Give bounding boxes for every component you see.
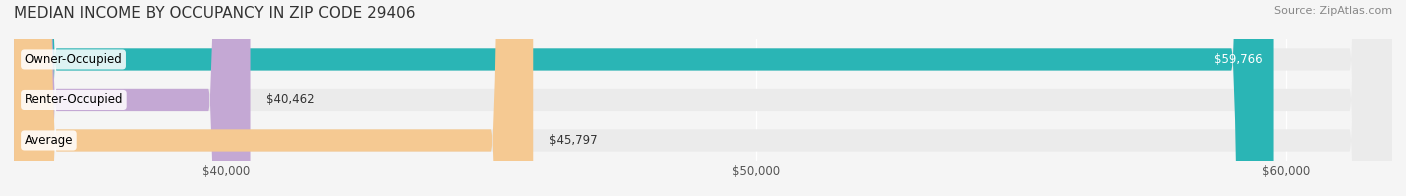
Text: MEDIAN INCOME BY OCCUPANCY IN ZIP CODE 29406: MEDIAN INCOME BY OCCUPANCY IN ZIP CODE 2… — [14, 6, 416, 21]
FancyBboxPatch shape — [14, 0, 1392, 196]
Text: $59,766: $59,766 — [1215, 53, 1263, 66]
FancyBboxPatch shape — [14, 0, 1392, 196]
Text: Owner-Occupied: Owner-Occupied — [25, 53, 122, 66]
Text: Source: ZipAtlas.com: Source: ZipAtlas.com — [1274, 6, 1392, 16]
FancyBboxPatch shape — [14, 0, 1392, 196]
Text: Renter-Occupied: Renter-Occupied — [25, 93, 124, 106]
FancyBboxPatch shape — [14, 0, 533, 196]
Text: Average: Average — [25, 134, 73, 147]
Text: $45,797: $45,797 — [550, 134, 598, 147]
FancyBboxPatch shape — [14, 0, 250, 196]
FancyBboxPatch shape — [14, 0, 1274, 196]
Text: $40,462: $40,462 — [266, 93, 315, 106]
